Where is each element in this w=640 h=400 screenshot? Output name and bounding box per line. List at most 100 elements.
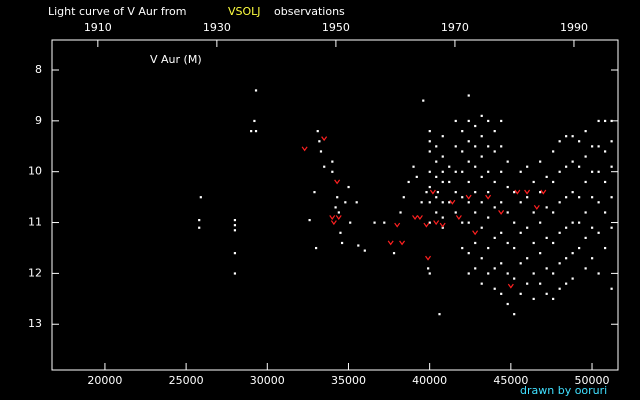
data-point <box>449 199 456 205</box>
data-point <box>402 196 405 199</box>
x-tick-label: 40000 <box>412 374 447 387</box>
data-point <box>454 145 457 148</box>
data-point <box>233 272 237 275</box>
data-point <box>493 236 496 239</box>
data-point <box>461 221 464 224</box>
data-point <box>597 119 600 123</box>
data-point <box>506 272 509 275</box>
data-point <box>467 180 470 184</box>
data-point <box>604 246 607 250</box>
data-point <box>438 313 441 316</box>
data-point <box>315 246 318 250</box>
data-point <box>412 215 419 220</box>
data-point <box>233 229 237 232</box>
x2-tick-label: 1930 <box>203 21 231 34</box>
data-point <box>363 249 366 252</box>
data-point <box>439 222 446 228</box>
data-point <box>323 165 326 168</box>
data-point <box>347 185 350 189</box>
data-point <box>500 145 503 148</box>
data-point <box>565 196 568 199</box>
data-point <box>545 206 548 209</box>
data-point <box>425 255 432 261</box>
data-point <box>487 246 490 250</box>
x-tick-label: 35000 <box>331 374 366 387</box>
data-point <box>454 119 457 123</box>
data-point <box>597 231 600 234</box>
data-point <box>500 119 503 123</box>
data-point <box>433 220 440 226</box>
data-point <box>448 165 451 168</box>
data-point <box>474 267 477 270</box>
data-point <box>591 226 594 229</box>
data-point <box>435 211 438 214</box>
data-point <box>610 226 613 229</box>
data-point <box>532 297 535 301</box>
data-point <box>436 191 439 194</box>
data-point <box>500 201 503 204</box>
data-point <box>565 135 568 138</box>
data-point <box>493 267 496 270</box>
data-point <box>198 219 201 222</box>
data-point <box>428 272 431 275</box>
data-point <box>610 165 613 168</box>
data-point <box>334 206 337 209</box>
data-point <box>233 219 237 222</box>
data-point <box>415 175 418 178</box>
data-point <box>331 170 334 173</box>
data-point <box>591 170 594 173</box>
data-point <box>474 165 477 168</box>
data-point <box>519 201 522 204</box>
data-point <box>474 124 477 128</box>
data-point <box>558 170 561 173</box>
data-point <box>487 145 490 148</box>
data-point <box>344 201 347 204</box>
data-point <box>435 145 438 148</box>
data-point <box>461 170 464 173</box>
data-point <box>485 194 492 200</box>
data-point <box>539 252 542 255</box>
data-point <box>474 241 477 245</box>
x2-tick-label: 1970 <box>441 21 469 34</box>
data-point <box>597 272 600 275</box>
data-point <box>584 130 587 133</box>
data-point <box>493 287 496 290</box>
data-point <box>493 130 496 133</box>
data-point <box>539 191 542 194</box>
data-point <box>441 216 444 219</box>
data-point <box>319 150 323 153</box>
data-point <box>454 170 457 173</box>
data-point <box>467 201 470 204</box>
data-point <box>357 244 360 247</box>
data-point <box>584 155 587 158</box>
plot-frame <box>51 39 619 371</box>
x-tick-label: 45000 <box>493 374 528 387</box>
x2-tick-label: 1990 <box>560 21 588 34</box>
data-point <box>254 89 258 92</box>
data-point <box>565 257 568 260</box>
data-point <box>428 170 431 173</box>
data-point <box>532 180 535 184</box>
data-point <box>584 267 587 270</box>
data-point <box>487 191 490 194</box>
data-point <box>331 160 334 163</box>
data-point <box>545 292 548 295</box>
data-point <box>428 201 431 204</box>
x2-tick-label: 1950 <box>322 21 350 34</box>
data-point <box>545 267 548 270</box>
data-point <box>461 130 464 133</box>
data-point <box>604 150 607 153</box>
y-tick-label: 8 <box>35 63 42 76</box>
data-point <box>412 165 415 168</box>
data-point <box>584 180 587 184</box>
data-point <box>467 252 470 255</box>
data-point <box>428 185 431 189</box>
data-point <box>493 206 496 209</box>
data-point <box>532 272 535 275</box>
data-point <box>591 257 594 260</box>
data-point <box>539 160 542 163</box>
data-point <box>519 262 522 265</box>
data-point <box>513 277 516 280</box>
data-point <box>558 140 561 143</box>
data-point <box>506 302 509 306</box>
